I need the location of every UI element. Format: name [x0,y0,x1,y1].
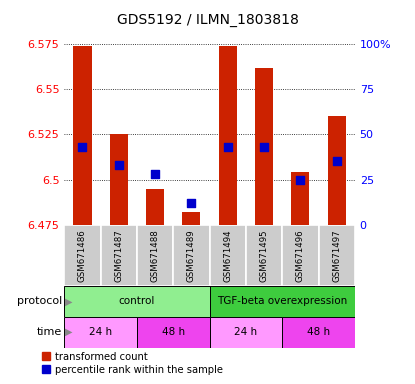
Bar [210,225,246,286]
Text: GSM671497: GSM671497 [332,229,341,282]
Bar [64,317,137,348]
Bar [64,225,101,286]
Bar [146,189,164,225]
Bar [64,286,210,317]
Bar [210,286,355,317]
Bar [319,225,355,286]
Bar [327,116,346,225]
Point [188,200,195,206]
Bar [246,225,282,286]
Bar [137,225,173,286]
Text: GDS5192 / ILMN_1803818: GDS5192 / ILMN_1803818 [117,13,298,27]
Bar [291,172,310,225]
Point [115,162,122,168]
Bar [210,317,282,348]
Bar [173,225,210,286]
Text: time: time [37,327,62,337]
Bar [282,317,355,348]
Text: GSM671488: GSM671488 [151,229,160,282]
Legend: transformed count, percentile rank within the sample: transformed count, percentile rank withi… [38,348,227,379]
Point [225,144,231,150]
Bar [219,46,237,225]
Text: GSM671495: GSM671495 [259,229,269,282]
Text: GSM671487: GSM671487 [114,229,123,282]
Text: GSM671486: GSM671486 [78,229,87,282]
Text: control: control [119,296,155,306]
Bar [137,317,210,348]
Bar [101,225,137,286]
Text: ▶: ▶ [65,327,73,337]
Bar [282,225,319,286]
Text: TGF-beta overexpression: TGF-beta overexpression [217,296,347,306]
Bar [255,68,273,225]
Text: 48 h: 48 h [162,327,185,337]
Text: GSM671489: GSM671489 [187,229,196,282]
Text: protocol: protocol [17,296,62,306]
Bar [73,46,92,225]
Text: GSM671494: GSM671494 [223,229,232,282]
Point [79,144,86,150]
Text: 24 h: 24 h [234,327,257,337]
Point [261,144,267,150]
Bar [110,134,128,225]
Text: GSM671496: GSM671496 [296,229,305,282]
Text: 24 h: 24 h [89,327,112,337]
Bar [182,212,200,225]
Text: ▶: ▶ [65,296,73,306]
Point [297,176,304,182]
Point [152,171,159,177]
Text: 48 h: 48 h [307,327,330,337]
Point [333,158,340,164]
